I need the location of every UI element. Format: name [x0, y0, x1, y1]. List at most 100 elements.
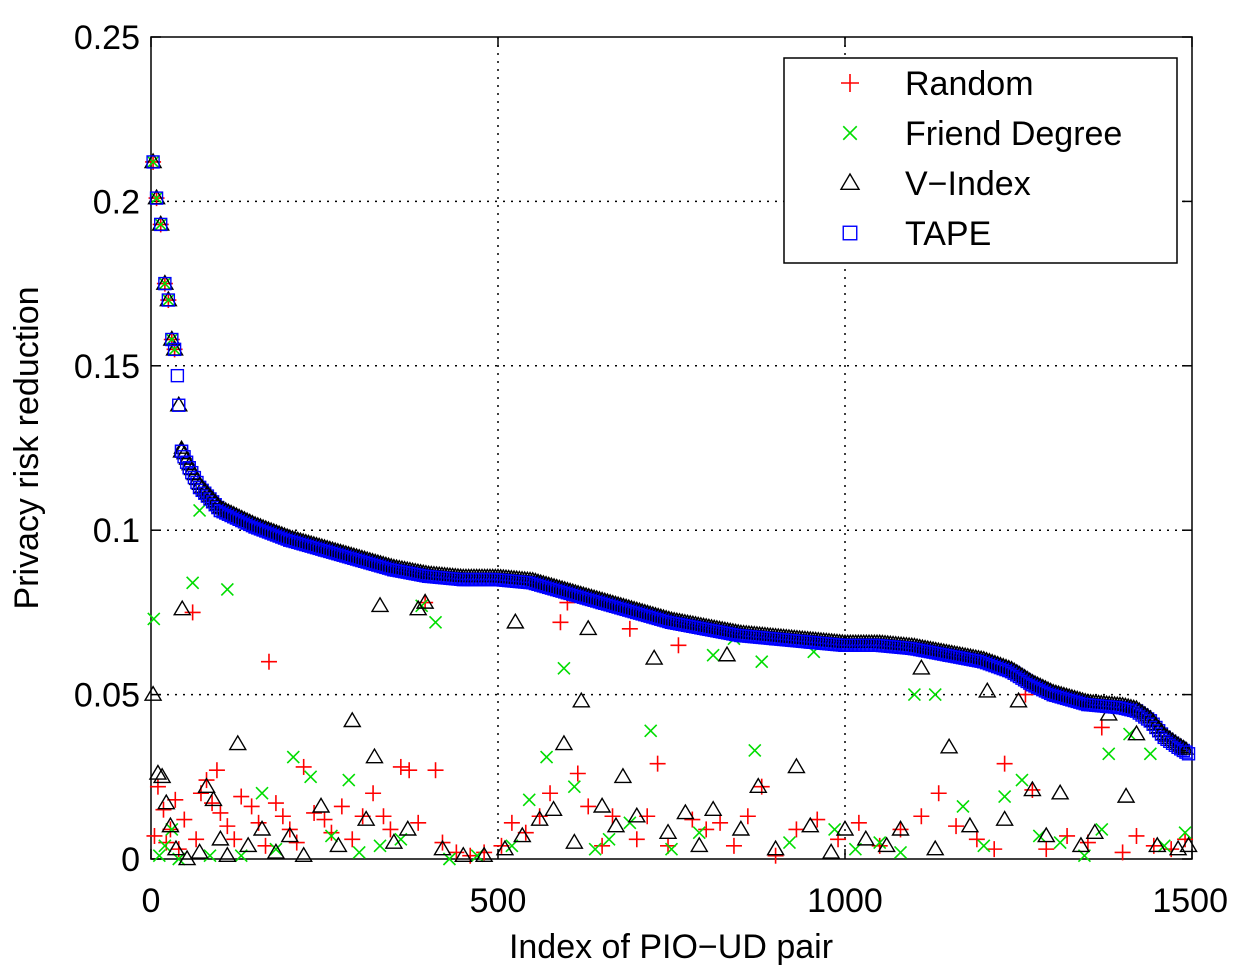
data-point [274, 808, 291, 825]
data-point [170, 368, 185, 383]
data-point [996, 755, 1013, 772]
legend-label: Random [905, 65, 1034, 103]
data-point [1116, 787, 1136, 803]
data-point [788, 821, 805, 838]
data-point [211, 829, 230, 846]
data-point [220, 582, 234, 596]
data-point [948, 818, 965, 835]
data-point [157, 793, 176, 810]
data-point [767, 847, 784, 864]
data-point [544, 800, 563, 816]
data-point [212, 804, 229, 821]
data-point [644, 724, 658, 738]
data-point [690, 836, 709, 853]
data-point [167, 342, 182, 357]
data-point [196, 481, 214, 496]
data-point [698, 821, 715, 838]
data-point [252, 820, 272, 836]
data-point [977, 839, 991, 853]
data-point [1168, 839, 1188, 856]
data-point [569, 765, 586, 782]
data-point [1015, 773, 1029, 787]
x-tick-label: 0 [142, 882, 161, 920]
data-point [1143, 747, 1157, 761]
x-axis-title: Index of PIO−UD pair [509, 928, 833, 966]
data-point [649, 755, 666, 772]
data-point [186, 576, 200, 590]
data-point [428, 615, 443, 629]
data-point [454, 846, 473, 863]
data-point [304, 770, 318, 784]
data-point [1102, 747, 1116, 761]
data-point [329, 836, 348, 853]
data-point [152, 767, 172, 784]
data-point [266, 843, 286, 859]
data-point [1093, 719, 1110, 736]
data-point [731, 820, 751, 836]
data-point [782, 835, 797, 850]
data-point [968, 831, 985, 848]
data-point [1059, 827, 1076, 844]
legend-marker [842, 225, 858, 241]
data-point [344, 831, 361, 848]
data-point [149, 191, 164, 205]
y-tick-label: 0.2 [93, 183, 140, 221]
data-point [198, 772, 215, 789]
data-point [664, 842, 679, 856]
data-point [578, 619, 598, 636]
data-point [613, 767, 633, 784]
data-point [602, 832, 616, 846]
y-tick-label: 0.15 [74, 348, 140, 386]
data-point [257, 837, 274, 854]
data-point [1114, 844, 1131, 861]
data-point [306, 804, 323, 821]
data-point [522, 793, 536, 807]
data-point [316, 811, 333, 828]
data-point [152, 849, 166, 863]
data-point [725, 837, 742, 854]
data-point [143, 685, 163, 701]
data-point [269, 842, 283, 856]
data-point [176, 811, 193, 828]
data-point [706, 648, 720, 662]
data-point [978, 681, 997, 698]
data-point [342, 773, 356, 787]
data-point [146, 827, 163, 844]
data-point [893, 845, 908, 859]
data-point [208, 762, 225, 779]
data-point [324, 829, 339, 843]
legend-marker [842, 125, 858, 141]
y-tick-label: 0 [121, 841, 140, 879]
series-v-index [143, 152, 1198, 866]
data-point [206, 493, 224, 508]
legend: Random Friend Degree V−Index TAPE [783, 57, 1178, 264]
data-point [255, 786, 269, 800]
data-point [998, 789, 1012, 804]
data-point [365, 785, 382, 802]
data-point [148, 764, 168, 780]
data-point [433, 839, 452, 856]
data-point [415, 593, 435, 609]
data-point [288, 834, 305, 851]
data-point [572, 691, 591, 708]
data-point [821, 843, 841, 859]
data-point [149, 778, 166, 795]
data-point [295, 758, 312, 775]
data-point [873, 835, 887, 850]
axis-ticks [150, 36, 1193, 860]
data-point [233, 788, 250, 805]
legend-label: Friend Degree [905, 115, 1122, 153]
data-point [365, 747, 384, 764]
data-point [401, 762, 418, 779]
data-point [748, 743, 762, 758]
data-point [434, 834, 451, 851]
data-point [193, 503, 207, 518]
data-point [204, 490, 221, 505]
data-point [280, 826, 300, 843]
data-point [621, 620, 638, 637]
data-point [155, 801, 172, 818]
data-point [191, 476, 208, 491]
data-point [580, 798, 597, 815]
data-point [912, 658, 931, 675]
data-point [565, 833, 584, 849]
